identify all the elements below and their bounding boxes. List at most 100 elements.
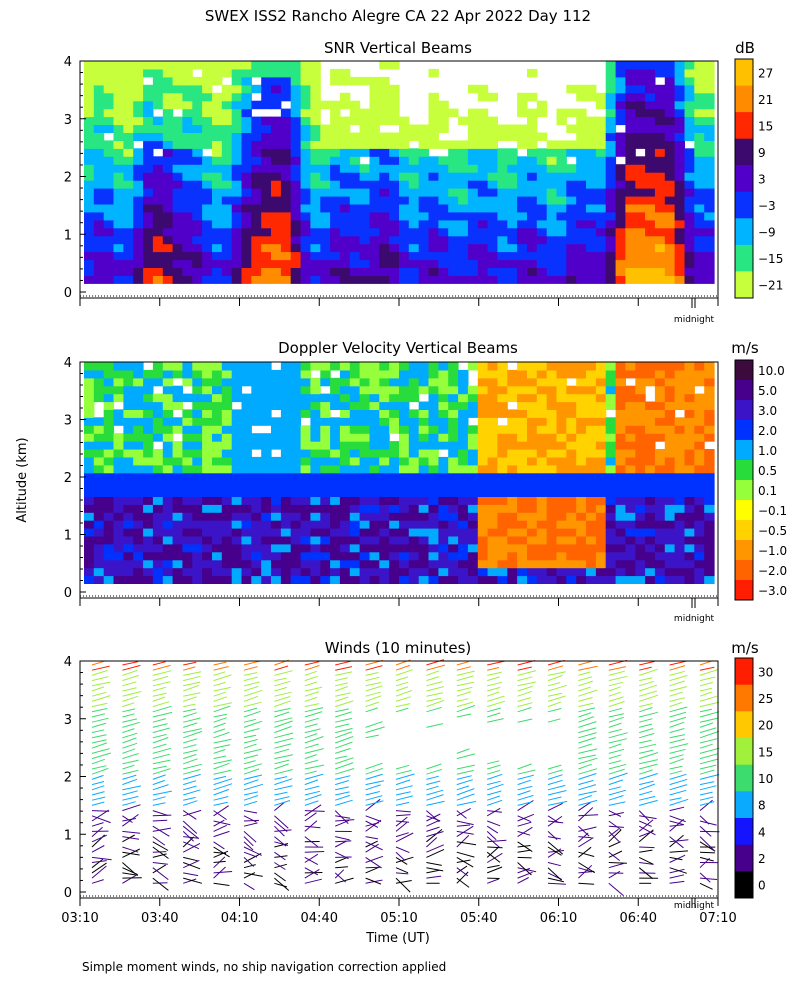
snr-cell — [704, 260, 714, 269]
snr-cell — [655, 220, 665, 229]
doppler-cell — [340, 489, 350, 498]
wind-barb — [457, 794, 475, 800]
doppler-cell — [261, 560, 271, 569]
doppler-cell — [419, 362, 429, 371]
doppler-cell — [212, 386, 222, 395]
snr-cell — [704, 117, 714, 126]
colorbar-label: −3 — [758, 199, 776, 213]
snr-cell — [261, 275, 271, 284]
wind-barb — [670, 702, 683, 706]
doppler-cell — [261, 481, 271, 490]
wind-barb — [183, 781, 196, 785]
doppler-cell — [419, 441, 429, 450]
wind-barb — [122, 722, 139, 727]
snr-cell — [409, 164, 419, 173]
snr-cell — [281, 125, 291, 134]
colorbar-swatch — [735, 500, 753, 521]
snr-cell — [616, 101, 626, 110]
wind-barb — [92, 670, 108, 675]
doppler-cell — [389, 544, 399, 553]
snr-cell — [527, 244, 537, 253]
snr-cell — [566, 180, 576, 189]
doppler-cell — [488, 394, 498, 403]
doppler-cell — [182, 489, 192, 498]
snr-cell — [251, 204, 261, 213]
doppler-cell — [537, 370, 547, 379]
doppler-cell — [655, 504, 665, 513]
doppler-cell — [448, 409, 458, 418]
snr-cell — [143, 69, 153, 78]
wind-barb — [487, 672, 501, 675]
doppler-cell — [350, 417, 360, 426]
doppler-cell — [694, 465, 704, 474]
doppler-cell — [310, 457, 320, 466]
doppler-cell — [675, 433, 685, 442]
wind-barb — [153, 719, 166, 723]
snr-cell — [379, 85, 389, 94]
wind-barb — [366, 774, 383, 779]
doppler-cell — [340, 409, 350, 418]
snr-cell — [291, 252, 301, 261]
snr-cell — [606, 133, 616, 142]
doppler-cell — [596, 576, 606, 585]
wind-barb — [518, 850, 530, 852]
doppler-cell — [114, 409, 124, 418]
wind-barb — [518, 872, 533, 878]
doppler-cell — [429, 449, 439, 458]
doppler-cell — [399, 378, 409, 387]
doppler-cell — [242, 465, 252, 474]
snr-cell — [360, 109, 370, 118]
snr-cell — [192, 109, 202, 118]
doppler-cell — [153, 473, 163, 482]
doppler-cell — [104, 473, 114, 482]
snr-cell — [94, 61, 104, 70]
doppler-cell — [232, 520, 242, 529]
doppler-cell — [133, 425, 143, 434]
wind-barb — [92, 811, 109, 812]
doppler-cell — [409, 378, 419, 387]
doppler-cell — [340, 457, 350, 466]
wind-barb — [335, 756, 347, 759]
doppler-cell — [182, 465, 192, 474]
doppler-cell — [291, 504, 301, 513]
wind-barb — [548, 693, 562, 696]
doppler-cell — [389, 394, 399, 403]
doppler-cell — [222, 560, 232, 569]
doppler-cell — [694, 512, 704, 521]
doppler-cell — [635, 457, 645, 466]
doppler-cell — [251, 568, 261, 577]
doppler-cell — [635, 386, 645, 395]
doppler-cell — [537, 417, 547, 426]
doppler-cell — [143, 528, 153, 537]
snr-cell — [163, 196, 173, 205]
doppler-cell — [192, 394, 202, 403]
doppler-cell — [104, 536, 114, 545]
snr-cell — [557, 164, 567, 173]
snr-cell — [370, 196, 380, 205]
colorbar-label: 20 — [758, 719, 773, 733]
wind-barb — [609, 790, 626, 795]
snr-cell — [458, 220, 468, 229]
doppler-cell — [212, 528, 222, 537]
doppler-cell — [281, 402, 291, 411]
wind-barb — [183, 801, 197, 806]
doppler-cell — [301, 481, 311, 490]
snr-cell — [566, 148, 576, 157]
snr-cell — [685, 164, 695, 173]
wind-barb — [244, 831, 256, 842]
wind-barb — [700, 792, 713, 795]
wind-barb — [670, 729, 685, 733]
snr-cell — [566, 140, 576, 149]
doppler-cell — [310, 425, 320, 434]
snr-cell — [655, 69, 665, 78]
snr-cell — [291, 236, 301, 245]
snr-cell — [596, 125, 606, 134]
snr-cell — [635, 188, 645, 197]
doppler-cell — [94, 552, 104, 561]
wind-barb — [609, 717, 624, 722]
snr-cell — [163, 109, 173, 118]
wind-barb — [426, 682, 442, 686]
doppler-cell — [212, 449, 222, 458]
snr-cell — [517, 164, 527, 173]
wind-barb — [700, 797, 713, 800]
